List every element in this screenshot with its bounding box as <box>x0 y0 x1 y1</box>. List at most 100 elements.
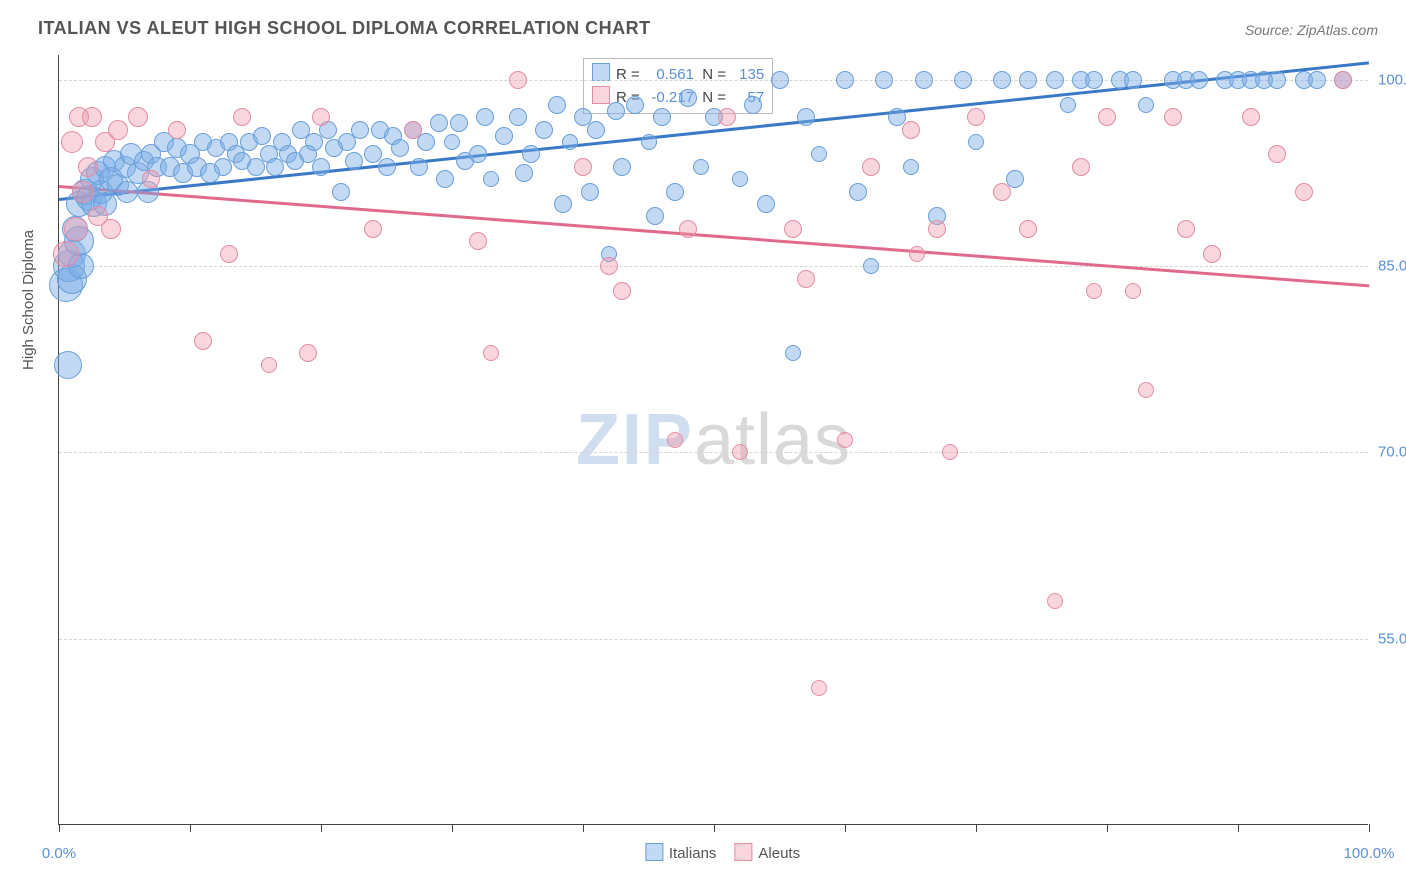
scatter-point <box>61 131 83 153</box>
scatter-point <box>1098 108 1116 126</box>
scatter-point <box>836 71 854 89</box>
source-label: Source: ZipAtlas.com <box>1245 22 1378 38</box>
scatter-point <box>378 158 396 176</box>
scatter-point <box>116 181 138 203</box>
scatter-point <box>312 108 330 126</box>
scatter-point <box>862 158 880 176</box>
scatter-point <box>522 145 540 163</box>
scatter-point <box>954 71 972 89</box>
scatter-point <box>797 108 815 126</box>
scatter-point <box>1268 71 1286 89</box>
scatter-point <box>1085 71 1103 89</box>
scatter-point <box>1138 97 1154 113</box>
scatter-point <box>509 108 527 126</box>
y-tick-label: 85.0% <box>1378 258 1406 275</box>
scatter-point <box>928 220 946 238</box>
scatter-point <box>345 152 363 170</box>
scatter-point <box>1177 220 1195 238</box>
scatter-point <box>744 96 762 114</box>
scatter-point <box>613 158 631 176</box>
scatter-point <box>450 114 468 132</box>
scatter-point <box>1019 71 1037 89</box>
x-tick-label: 0.0% <box>42 845 76 862</box>
scatter-point <box>72 181 94 203</box>
x-tick <box>1107 824 1108 832</box>
scatter-point <box>653 108 671 126</box>
scatter-point <box>469 232 487 250</box>
scatter-point <box>902 121 920 139</box>
scatter-point <box>837 432 853 448</box>
stat-r: 0.561 <box>644 64 694 86</box>
scatter-point <box>404 121 422 139</box>
scatter-point <box>509 71 527 89</box>
gridline-h <box>59 266 1368 267</box>
x-tick <box>714 824 715 832</box>
scatter-point <box>1164 108 1182 126</box>
trend-line <box>59 185 1369 287</box>
legend-swatch <box>734 843 752 861</box>
scatter-point <box>78 157 98 177</box>
scatter-point <box>811 680 827 696</box>
scatter-point <box>495 127 513 145</box>
scatter-point <box>417 133 435 151</box>
series-legend: ItaliansAleuts <box>627 843 800 862</box>
scatter-point <box>607 102 625 120</box>
scatter-point <box>142 170 160 188</box>
scatter-point <box>875 71 893 89</box>
gridline-h <box>59 639 1368 640</box>
scatter-point <box>693 159 709 175</box>
scatter-point <box>436 170 454 188</box>
scatter-point <box>535 121 553 139</box>
scatter-point <box>666 183 684 201</box>
scatter-point <box>1138 382 1154 398</box>
scatter-point <box>574 158 592 176</box>
scatter-point <box>220 245 238 263</box>
scatter-point <box>797 270 815 288</box>
x-tick <box>59 824 60 832</box>
scatter-point <box>469 145 487 163</box>
scatter-point <box>1086 283 1102 299</box>
legend-label: Aleuts <box>758 845 800 862</box>
scatter-point <box>562 134 578 150</box>
scatter-point <box>64 217 88 241</box>
scatter-point <box>732 171 748 187</box>
legend-swatch <box>592 86 610 104</box>
scatter-point <box>168 121 186 139</box>
scatter-point <box>312 158 330 176</box>
scatter-point <box>53 241 79 267</box>
x-tick-label: 100.0% <box>1344 845 1395 862</box>
scatter-point <box>811 146 827 162</box>
scatter-point <box>515 164 533 182</box>
scatter-point <box>1019 220 1037 238</box>
scatter-point <box>600 257 618 275</box>
scatter-point <box>554 195 572 213</box>
scatter-point <box>1124 71 1142 89</box>
watermark-atlas: atlas <box>694 400 851 480</box>
stats-legend-row: R = 0.561 N = 135 <box>592 63 764 86</box>
scatter-point <box>1072 158 1090 176</box>
scatter-point <box>299 344 317 362</box>
scatter-point <box>1060 97 1076 113</box>
x-tick <box>321 824 322 832</box>
y-tick-label: 55.0% <box>1378 630 1406 647</box>
x-tick <box>1238 824 1239 832</box>
y-axis-label: High School Diploma <box>20 230 37 370</box>
scatter-point <box>1125 283 1141 299</box>
scatter-point <box>548 96 566 114</box>
scatter-point <box>108 120 128 140</box>
scatter-point <box>261 357 277 373</box>
scatter-point <box>1308 71 1326 89</box>
watermark: ZIPatlas <box>576 399 851 481</box>
scatter-point <box>410 158 428 176</box>
y-tick-label: 70.0% <box>1378 444 1406 461</box>
scatter-point <box>646 207 664 225</box>
chart-title: ITALIAN VS ALEUT HIGH SCHOOL DIPLOMA COR… <box>38 18 651 39</box>
plot-area: ZIPatlas R = 0.561 N = 135R = -0.217 N =… <box>58 55 1368 825</box>
stat-n: 135 <box>730 64 764 86</box>
y-tick-label: 100.0% <box>1378 71 1406 88</box>
scatter-point <box>1268 145 1286 163</box>
legend-swatch <box>645 843 663 861</box>
scatter-point <box>54 351 82 379</box>
scatter-point <box>194 332 212 350</box>
scatter-point <box>82 107 102 127</box>
